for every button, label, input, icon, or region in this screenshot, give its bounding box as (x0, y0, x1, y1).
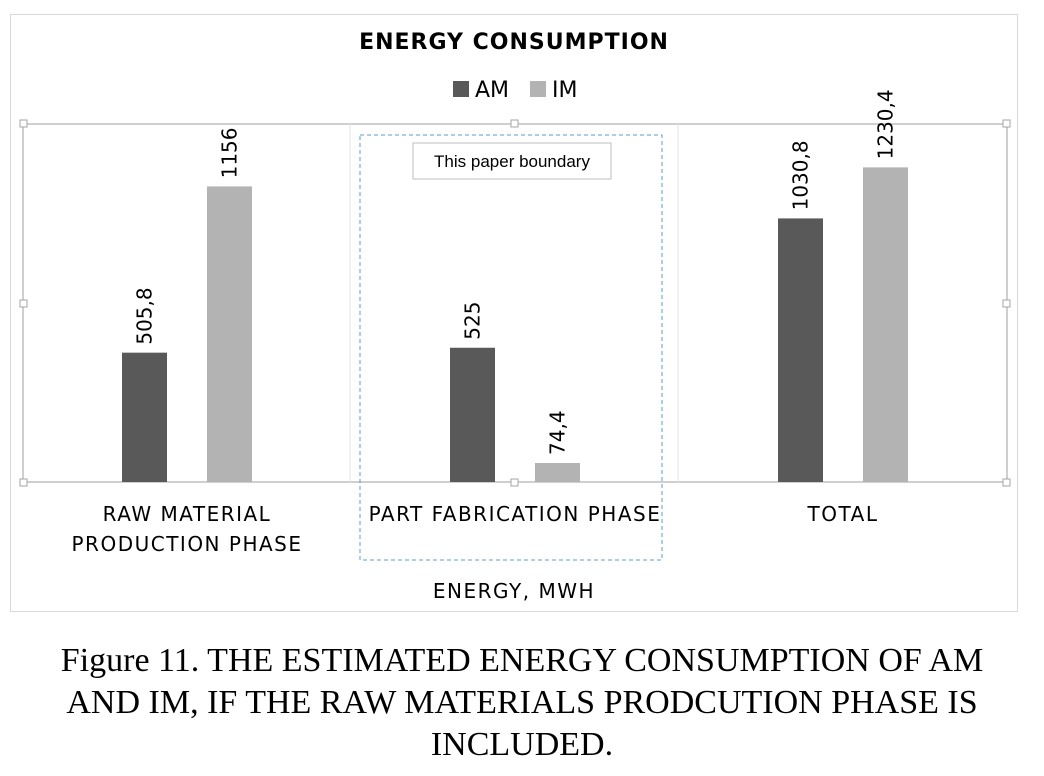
caption-line: INCLUDED. (430, 726, 614, 763)
bars-group: 505,8 1156 525 74,4 1030,8 1230,4 (122, 89, 908, 482)
chart-area: ENERGY CONSUMPTION AM IM This paper boun (10, 14, 1018, 612)
resize-handle (19, 478, 28, 487)
resize-handle (19, 119, 28, 128)
data-label: 1156 (218, 127, 242, 178)
annotation-label: This paper boundary (434, 152, 590, 171)
figure-caption: Figure 11. THE ESTIMATED ENERGY CONSUMPT… (0, 640, 1044, 766)
data-label: 1230,4 (874, 89, 898, 159)
chart-title: ENERGY CONSUMPTION (359, 30, 669, 55)
chart-svg: ENERGY CONSUMPTION AM IM This paper boun (19, 30, 1011, 603)
category-label: TOTAL (807, 502, 879, 526)
data-label: 525 (461, 302, 485, 340)
bar-im (207, 186, 252, 482)
legend-swatch-im (530, 81, 546, 97)
category-labels: RAW MATERIAL PRODUCTION PHASE PART FABRICA… (72, 502, 879, 556)
annotation-box (412, 142, 612, 180)
resize-handle (510, 478, 519, 487)
resize-handle (1002, 478, 1011, 487)
caption-line: Figure 11. THE ESTIMATED ENERGY CONSUMPT… (60, 642, 984, 679)
data-label: 505,8 (133, 287, 157, 344)
legend-swatch-am (453, 81, 469, 97)
resize-handle (1002, 119, 1011, 128)
resize-handle (510, 119, 519, 128)
category-label: PART FABRICATION PHASE (369, 502, 662, 526)
category-label: RAW MATERIAL (103, 502, 272, 526)
data-label: 74,4 (546, 410, 570, 455)
x-axis-label: ENERGY, MWH (433, 579, 595, 603)
data-label: 1030,8 (789, 140, 813, 210)
bar-am (450, 347, 495, 482)
resize-handle (1002, 299, 1011, 308)
bar-am (122, 352, 167, 482)
selection-handles (19, 119, 1011, 487)
bar-im (863, 167, 908, 482)
caption-line: AND IM, IF THE RAW MATERIALS PRODCUTION … (66, 684, 978, 721)
resize-handle (19, 299, 28, 308)
bar-am (778, 218, 823, 482)
bar-im (535, 462, 580, 482)
legend-label-am: AM (475, 78, 509, 103)
legend: AM IM (453, 78, 577, 103)
legend-label-im: IM (552, 78, 577, 103)
category-label: PRODUCTION PHASE (72, 532, 303, 556)
paper-boundary-box (359, 134, 663, 561)
